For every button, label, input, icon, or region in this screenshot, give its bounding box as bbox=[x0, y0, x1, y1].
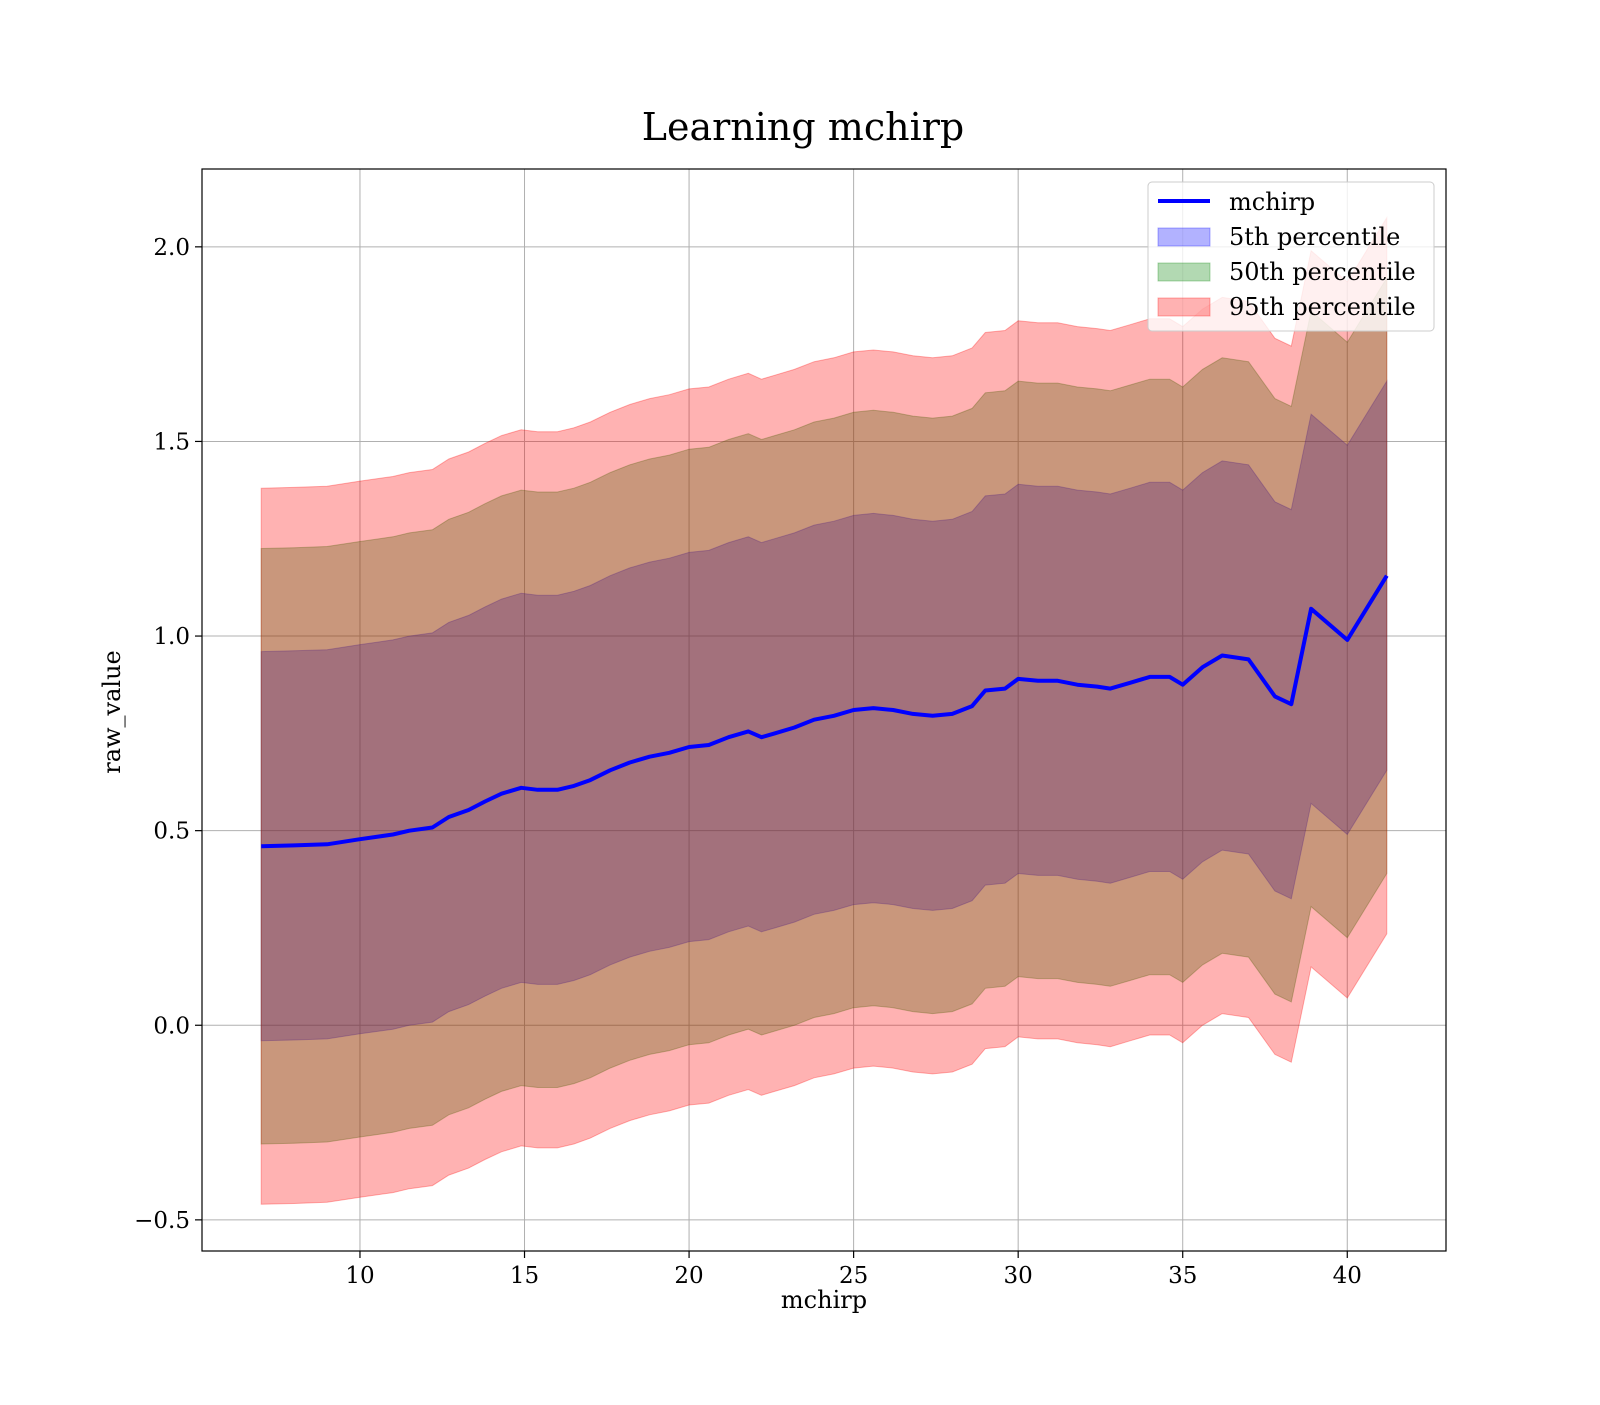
band-50th-percentile bbox=[260, 276, 1388, 1145]
x-axis-label: mchirp bbox=[781, 1286, 867, 1314]
y-tick-label-3: 1.0 bbox=[153, 624, 190, 650]
plot-frame bbox=[201, 168, 1447, 1252]
legend-label-50th-percentile: 50th percentile bbox=[1229, 258, 1416, 286]
legend-swatch-5th-percentile bbox=[1157, 227, 1211, 247]
x-tick-label-6: 40 bbox=[1333, 1263, 1362, 1289]
y-tick-label-2: 0.5 bbox=[153, 819, 190, 845]
legend-label-95th-percentile: 95th percentile bbox=[1229, 293, 1416, 321]
series-line-mchirp bbox=[261, 574, 1389, 849]
legend-label-5th-percentile: 5th percentile bbox=[1229, 223, 1400, 251]
x-tick-label-2: 20 bbox=[674, 1263, 703, 1289]
x-axis-ticks: 10 15 20 25 30 35 40 bbox=[345, 1251, 1362, 1289]
x-tick-label-4: 30 bbox=[1004, 1263, 1033, 1289]
y-tick-label-0: −0.5 bbox=[134, 1208, 190, 1234]
mchirp-line-layer bbox=[261, 574, 1389, 849]
y-axis-ticks: −0.5 0.0 0.5 1.0 1.5 2.0 bbox=[134, 235, 202, 1234]
legend-swatch-50th-percentile bbox=[1157, 262, 1211, 282]
x-tick-label-0: 10 bbox=[345, 1263, 374, 1289]
band-5th-percentile bbox=[260, 379, 1388, 1042]
y-axis-label: raw_value bbox=[98, 650, 126, 774]
chart-title: Learning mchirp bbox=[642, 105, 964, 149]
x-tick-label-3: 25 bbox=[839, 1263, 868, 1289]
legend: mchirp 5th percentile 50th percentile 95… bbox=[1147, 181, 1435, 332]
percentile-bands bbox=[260, 215, 1388, 1205]
y-tick-label-4: 1.5 bbox=[153, 429, 190, 455]
legend-swatch-95th-percentile bbox=[1157, 297, 1211, 317]
legend-box bbox=[1147, 181, 1435, 332]
y-tick-label-5: 2.0 bbox=[153, 235, 190, 261]
x-tick-label-1: 15 bbox=[510, 1263, 539, 1289]
x-tick-label-5: 35 bbox=[1168, 1263, 1197, 1289]
y-tick-label-1: 0.0 bbox=[153, 1013, 190, 1039]
band-95th-percentile bbox=[260, 215, 1388, 1205]
legend-label-mchirp: mchirp bbox=[1229, 188, 1315, 216]
